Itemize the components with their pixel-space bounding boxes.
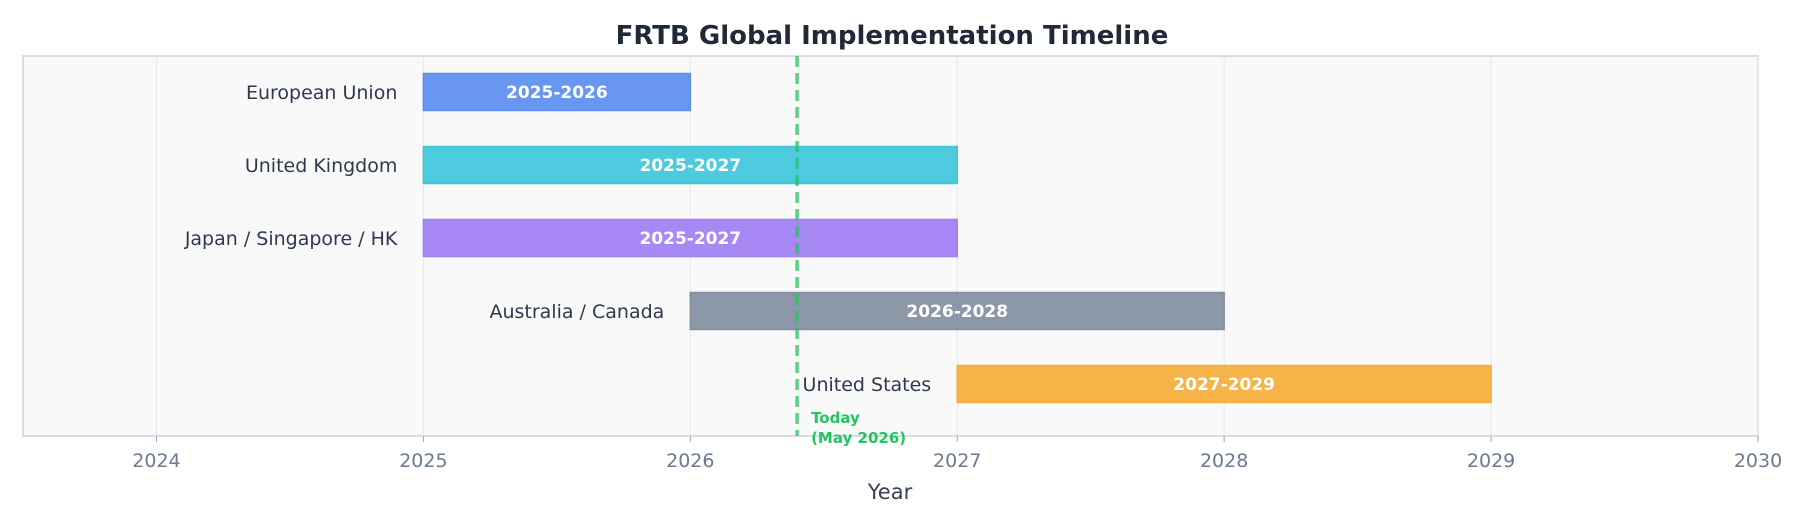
x-tick-label: 2025 [399,450,447,472]
task-label: Australia / Canada [489,301,664,323]
today-label-date: (May 2026) [811,429,906,447]
x-tick-label: 2030 [1734,450,1782,472]
x-tick-label: 2026 [666,450,714,472]
gantt-bar [422,145,958,185]
gantt-bar [956,364,1492,404]
task-label: United Kingdom [245,155,398,177]
x-tick-label: 2024 [132,450,180,472]
x-tick-label: 2029 [1467,450,1515,472]
task-label: Japan / Singapore / HK [184,228,398,250]
bar-label: 2027-2029 [1173,375,1275,395]
task-label: European Union [246,82,397,104]
x-tick-label: 2028 [1200,450,1248,472]
gantt-bar [689,291,1225,331]
task-label: United States [803,374,932,396]
today-label: Today [811,409,860,427]
bars: 2025-2026 European Union 2025-2027 United K… [184,72,1492,404]
chart-title: FRTB Global Implementation Timeline [616,21,1169,51]
gantt-bar [422,72,692,112]
x-axis-ticks: 2024 2025 2026 2027 2028 2029 2030 [132,436,1782,472]
bar-label: 2025-2027 [639,156,741,176]
x-axis-label: Year [867,480,913,504]
bar-label: 2026-2028 [906,302,1008,322]
gantt-bar [422,218,958,258]
bar-label: 2025-2026 [506,83,608,103]
x-tick-label: 2027 [933,450,981,472]
bar-label: 2025-2027 [639,229,741,249]
today-marker: Today (May 2026) [795,56,906,447]
